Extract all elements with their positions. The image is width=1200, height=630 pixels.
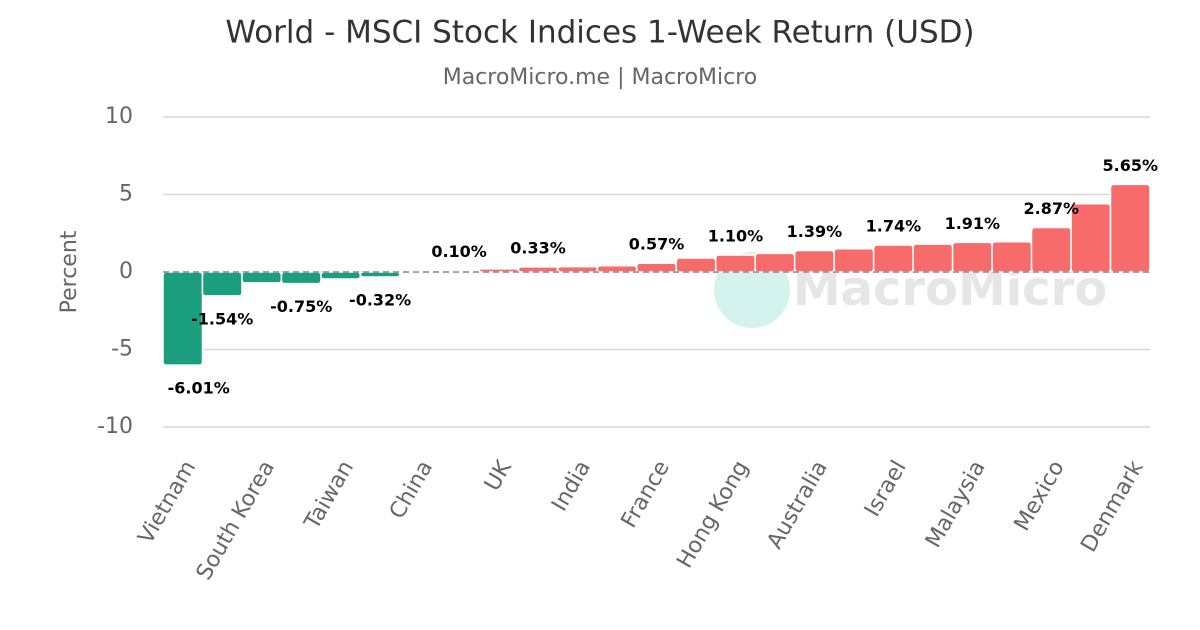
bar <box>991 241 1033 273</box>
bar <box>280 271 322 285</box>
x-tick-label: Australia <box>762 457 832 554</box>
bar <box>1030 226 1072 273</box>
bar <box>912 243 954 273</box>
data-label: -6.01% <box>168 379 230 398</box>
x-tick-label: Malaysia <box>921 457 991 553</box>
bar <box>675 257 717 273</box>
x-tick-label: Denmark <box>1076 456 1148 556</box>
bar <box>754 252 796 273</box>
x-tick-label: India <box>547 457 596 516</box>
x-tick-label: South Korea <box>192 457 280 585</box>
chart-subtitle: MacroMicro.me | MacroMicro <box>443 65 758 90</box>
chart-title: World - MSCI Stock Indices 1-Week Return… <box>225 15 974 51</box>
bar <box>793 249 835 273</box>
data-label: 5.65% <box>1103 156 1159 175</box>
bar <box>714 254 756 273</box>
x-tick-label: Mexico <box>1010 457 1070 536</box>
bar <box>951 241 993 273</box>
bar <box>320 271 362 280</box>
y-tick-label: 0 <box>119 259 133 284</box>
bar <box>833 248 875 273</box>
bar <box>636 262 677 273</box>
bar <box>872 244 914 273</box>
data-label: 1.74% <box>866 217 922 236</box>
x-tick-label: Israel <box>860 457 912 522</box>
y-tick-label: -5 <box>111 337 133 362</box>
data-label: -1.54% <box>191 309 253 328</box>
data-label: 0.10% <box>431 242 487 261</box>
data-label: 1.39% <box>787 222 843 241</box>
bar <box>596 265 638 273</box>
y-tick-label: 5 <box>119 182 133 207</box>
bar <box>1109 183 1151 273</box>
x-tick-label: Taiwan <box>299 457 359 535</box>
data-label: 2.87% <box>1024 199 1080 218</box>
data-label: -0.32% <box>349 290 411 309</box>
y-tick-label: 10 <box>105 104 133 129</box>
bar <box>517 266 559 273</box>
data-label: 1.91% <box>945 214 1001 233</box>
x-tick-label: UK <box>480 456 517 495</box>
data-label: 0.33% <box>510 238 566 257</box>
bar <box>359 271 401 278</box>
y-tick-label: -10 <box>97 414 133 439</box>
x-tick-label: France <box>617 457 675 533</box>
bar <box>241 271 283 284</box>
x-tick-label: Hong Kong <box>672 457 753 573</box>
data-label: -0.75% <box>270 297 332 316</box>
bar <box>201 271 243 297</box>
x-tick-label: Vietnam <box>134 457 202 549</box>
y-axis-label: Percent <box>57 230 82 313</box>
data-label: 1.10% <box>708 226 764 245</box>
data-label: 0.57% <box>629 235 685 254</box>
bar <box>162 271 204 366</box>
bar <box>557 265 599 273</box>
x-tick-label: China <box>385 457 438 524</box>
